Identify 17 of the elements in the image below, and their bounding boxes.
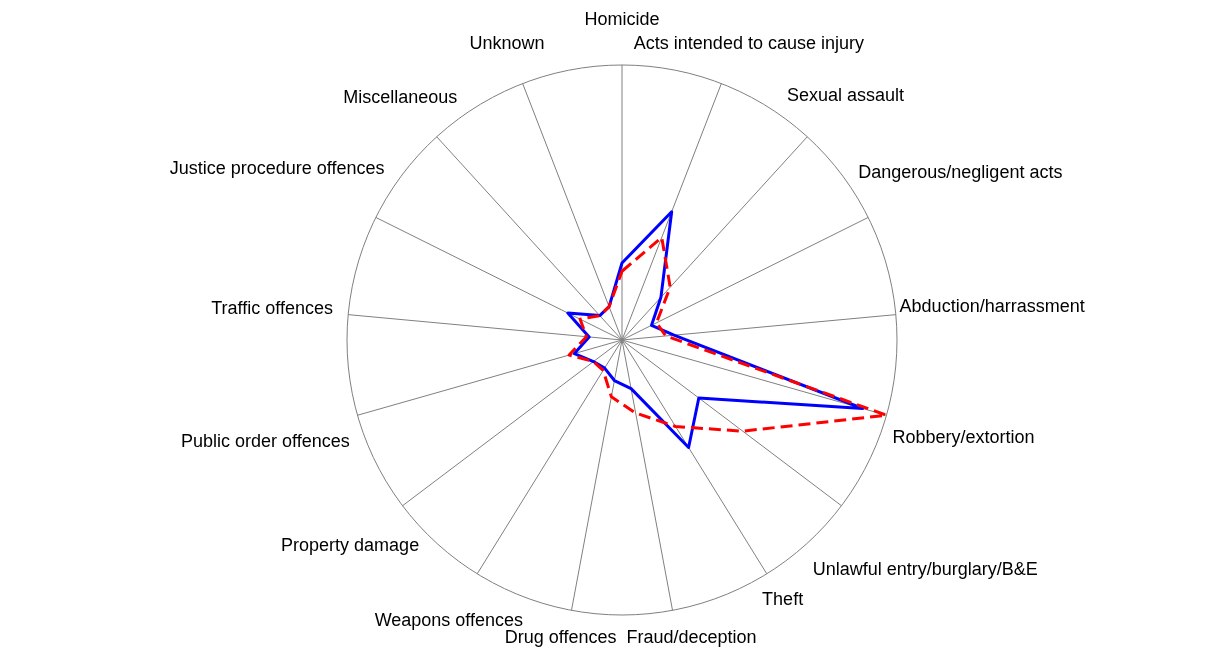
spoke-label: Abduction/harrassment [899,295,1085,316]
spoke-label: Weapons offences [374,609,524,630]
spoke-label: Traffic offences [211,297,334,318]
spoke-label: Miscellaneous [343,86,458,107]
spoke-label: Fraud/deception [626,627,757,647]
spoke-label: Property damage [281,535,420,556]
spoke-label: Unknown [469,33,545,53]
spoke-label: Justice procedure offences [169,158,385,179]
spoke-label: Drug offences [504,627,617,647]
spoke-label: Sexual assault [786,84,905,105]
spoke-label: Homicide [584,9,660,29]
spoke-label: Theft [762,589,804,610]
spoke-label: Robbery/extortion [892,427,1035,448]
spoke-label: Dangerous/negligent acts [858,161,1063,182]
spoke-label: Acts intended to cause injury [633,33,864,53]
spoke-label: Public order offences [180,431,350,452]
spoke-label: Unlawful entry/burglary/B&E [812,558,1038,579]
